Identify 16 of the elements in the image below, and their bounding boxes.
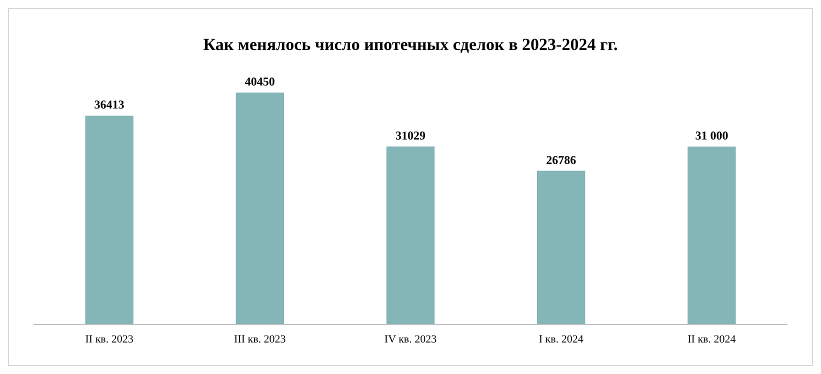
bar — [537, 170, 586, 324]
data-label: 40450 — [244, 74, 275, 89]
data-label: 31 000 — [695, 128, 728, 143]
bar — [688, 146, 736, 324]
x-tick-label: II кв. 2024 — [688, 334, 736, 346]
bar — [85, 116, 134, 324]
data-label: 36413 — [94, 98, 124, 112]
x-tick-label: III кв. 2023 — [234, 334, 286, 346]
bar — [386, 146, 435, 324]
x-tick-label: II кв. 2023 — [85, 334, 134, 346]
chart-title: Как менялось число ипотечных сделок в 2023-2024 гг. — [203, 35, 618, 54]
data-label: 26786 — [546, 152, 576, 167]
x-tick-label: I кв. 2024 — [538, 334, 584, 346]
data-label: 31029 — [396, 128, 426, 143]
x-tick-label: IV кв. 2023 — [384, 334, 438, 346]
bar — [236, 92, 284, 324]
